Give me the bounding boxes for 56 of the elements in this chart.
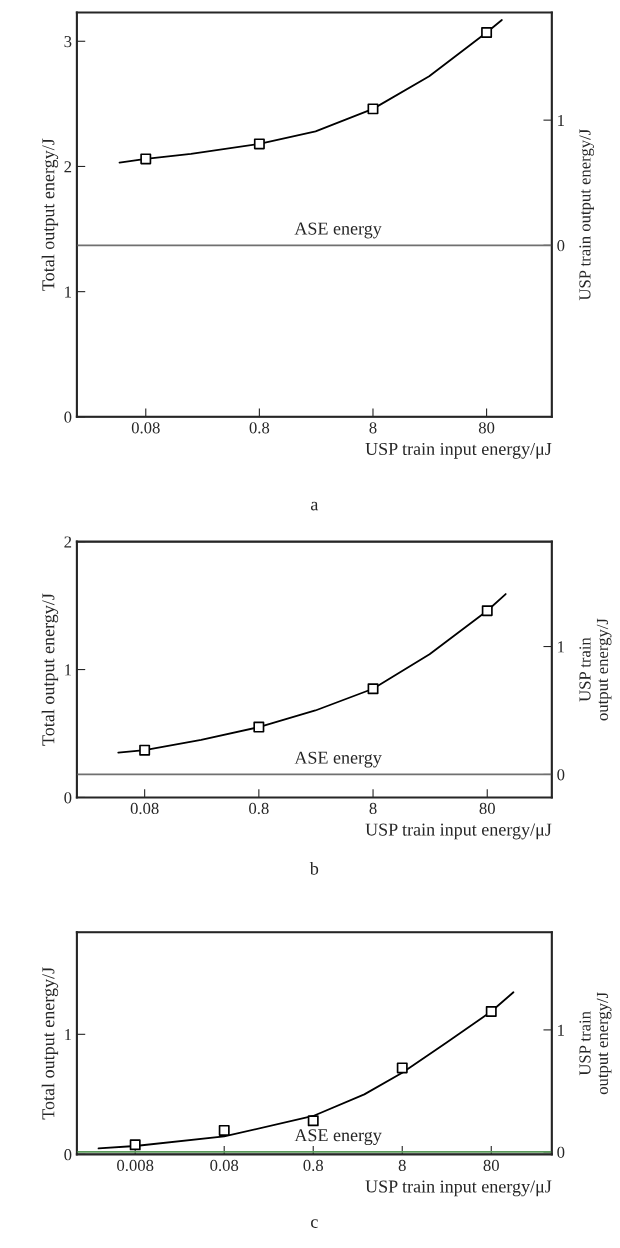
point [253, 721, 265, 733]
x-tick-label: 0.08 [131, 422, 160, 434]
point [367, 103, 379, 115]
y2-tick-label: 1 [558, 1024, 564, 1036]
y2-tick-label: 1 [558, 114, 564, 126]
x-tick-label: 0.8 [249, 422, 270, 434]
y-tick-label: 1 [65, 1029, 72, 1041]
point [253, 138, 265, 150]
point [367, 683, 379, 695]
y-tick-label: 0 [64, 1149, 72, 1161]
y2-tick-label: 0 [557, 769, 565, 781]
point [307, 1115, 319, 1127]
x-tick-label: 8 [369, 802, 377, 815]
y-tick-label: 0 [64, 792, 72, 804]
x-tick-label: 8 [398, 1159, 406, 1171]
y-tick-label: 1 [65, 664, 72, 676]
point [129, 1139, 141, 1151]
point [485, 1006, 497, 1018]
y-tick-label: 2 [64, 161, 72, 173]
y-tick-label: 2 [64, 536, 72, 548]
y-tick-label: 0 [64, 411, 72, 423]
y2-tick-label: 0 [557, 240, 565, 252]
point [481, 27, 493, 39]
text: b [309, 862, 319, 875]
x-tick-label: 80 [483, 1159, 499, 1171]
x-tick-label: 80 [479, 802, 495, 815]
point [140, 153, 152, 165]
y-tick-label: 1 [65, 286, 72, 298]
point [218, 1124, 230, 1136]
y2-axis-title: USP train output energy/J [579, 129, 594, 301]
point [139, 744, 151, 756]
y-axis-title: Total output energy/J [41, 593, 59, 746]
y2-tick-label: 0 [557, 1146, 565, 1158]
y-tick-label: 3 [64, 36, 72, 48]
x-axis-title: USP train input energy/μJ [365, 442, 552, 459]
text: a [310, 501, 319, 511]
y2-tick-label: 1 [558, 641, 564, 653]
x-axis-title: USP train input energy/μJ [365, 823, 552, 840]
ref-line-label: ASE energy [294, 1129, 382, 1146]
point [481, 605, 493, 617]
ref-line-label: ASE energy [294, 222, 382, 239]
y-axis-title: Total output energy/J [41, 967, 59, 1120]
y-axis-title: Total output energy/J [41, 138, 59, 291]
x-axis-title: USP train input energy/μJ [365, 1180, 552, 1197]
x-tick-label: 0.8 [303, 1159, 324, 1172]
ref-line-label: ASE energy [294, 751, 382, 768]
y2-axis-title: USP train output energy/J [579, 618, 612, 721]
point [396, 1062, 408, 1074]
x-tick-label: 0.08 [210, 1159, 239, 1172]
text: c [311, 1219, 318, 1228]
x-tick-label: 0.08 [130, 802, 159, 815]
x-tick-label: 0.8 [249, 802, 269, 815]
x-tick-label: 0.008 [117, 1159, 154, 1172]
y2-axis-title: USP train output energy/J [579, 992, 612, 1095]
x-tick-label: 8 [369, 422, 377, 434]
x-tick-label: 80 [478, 422, 495, 434]
